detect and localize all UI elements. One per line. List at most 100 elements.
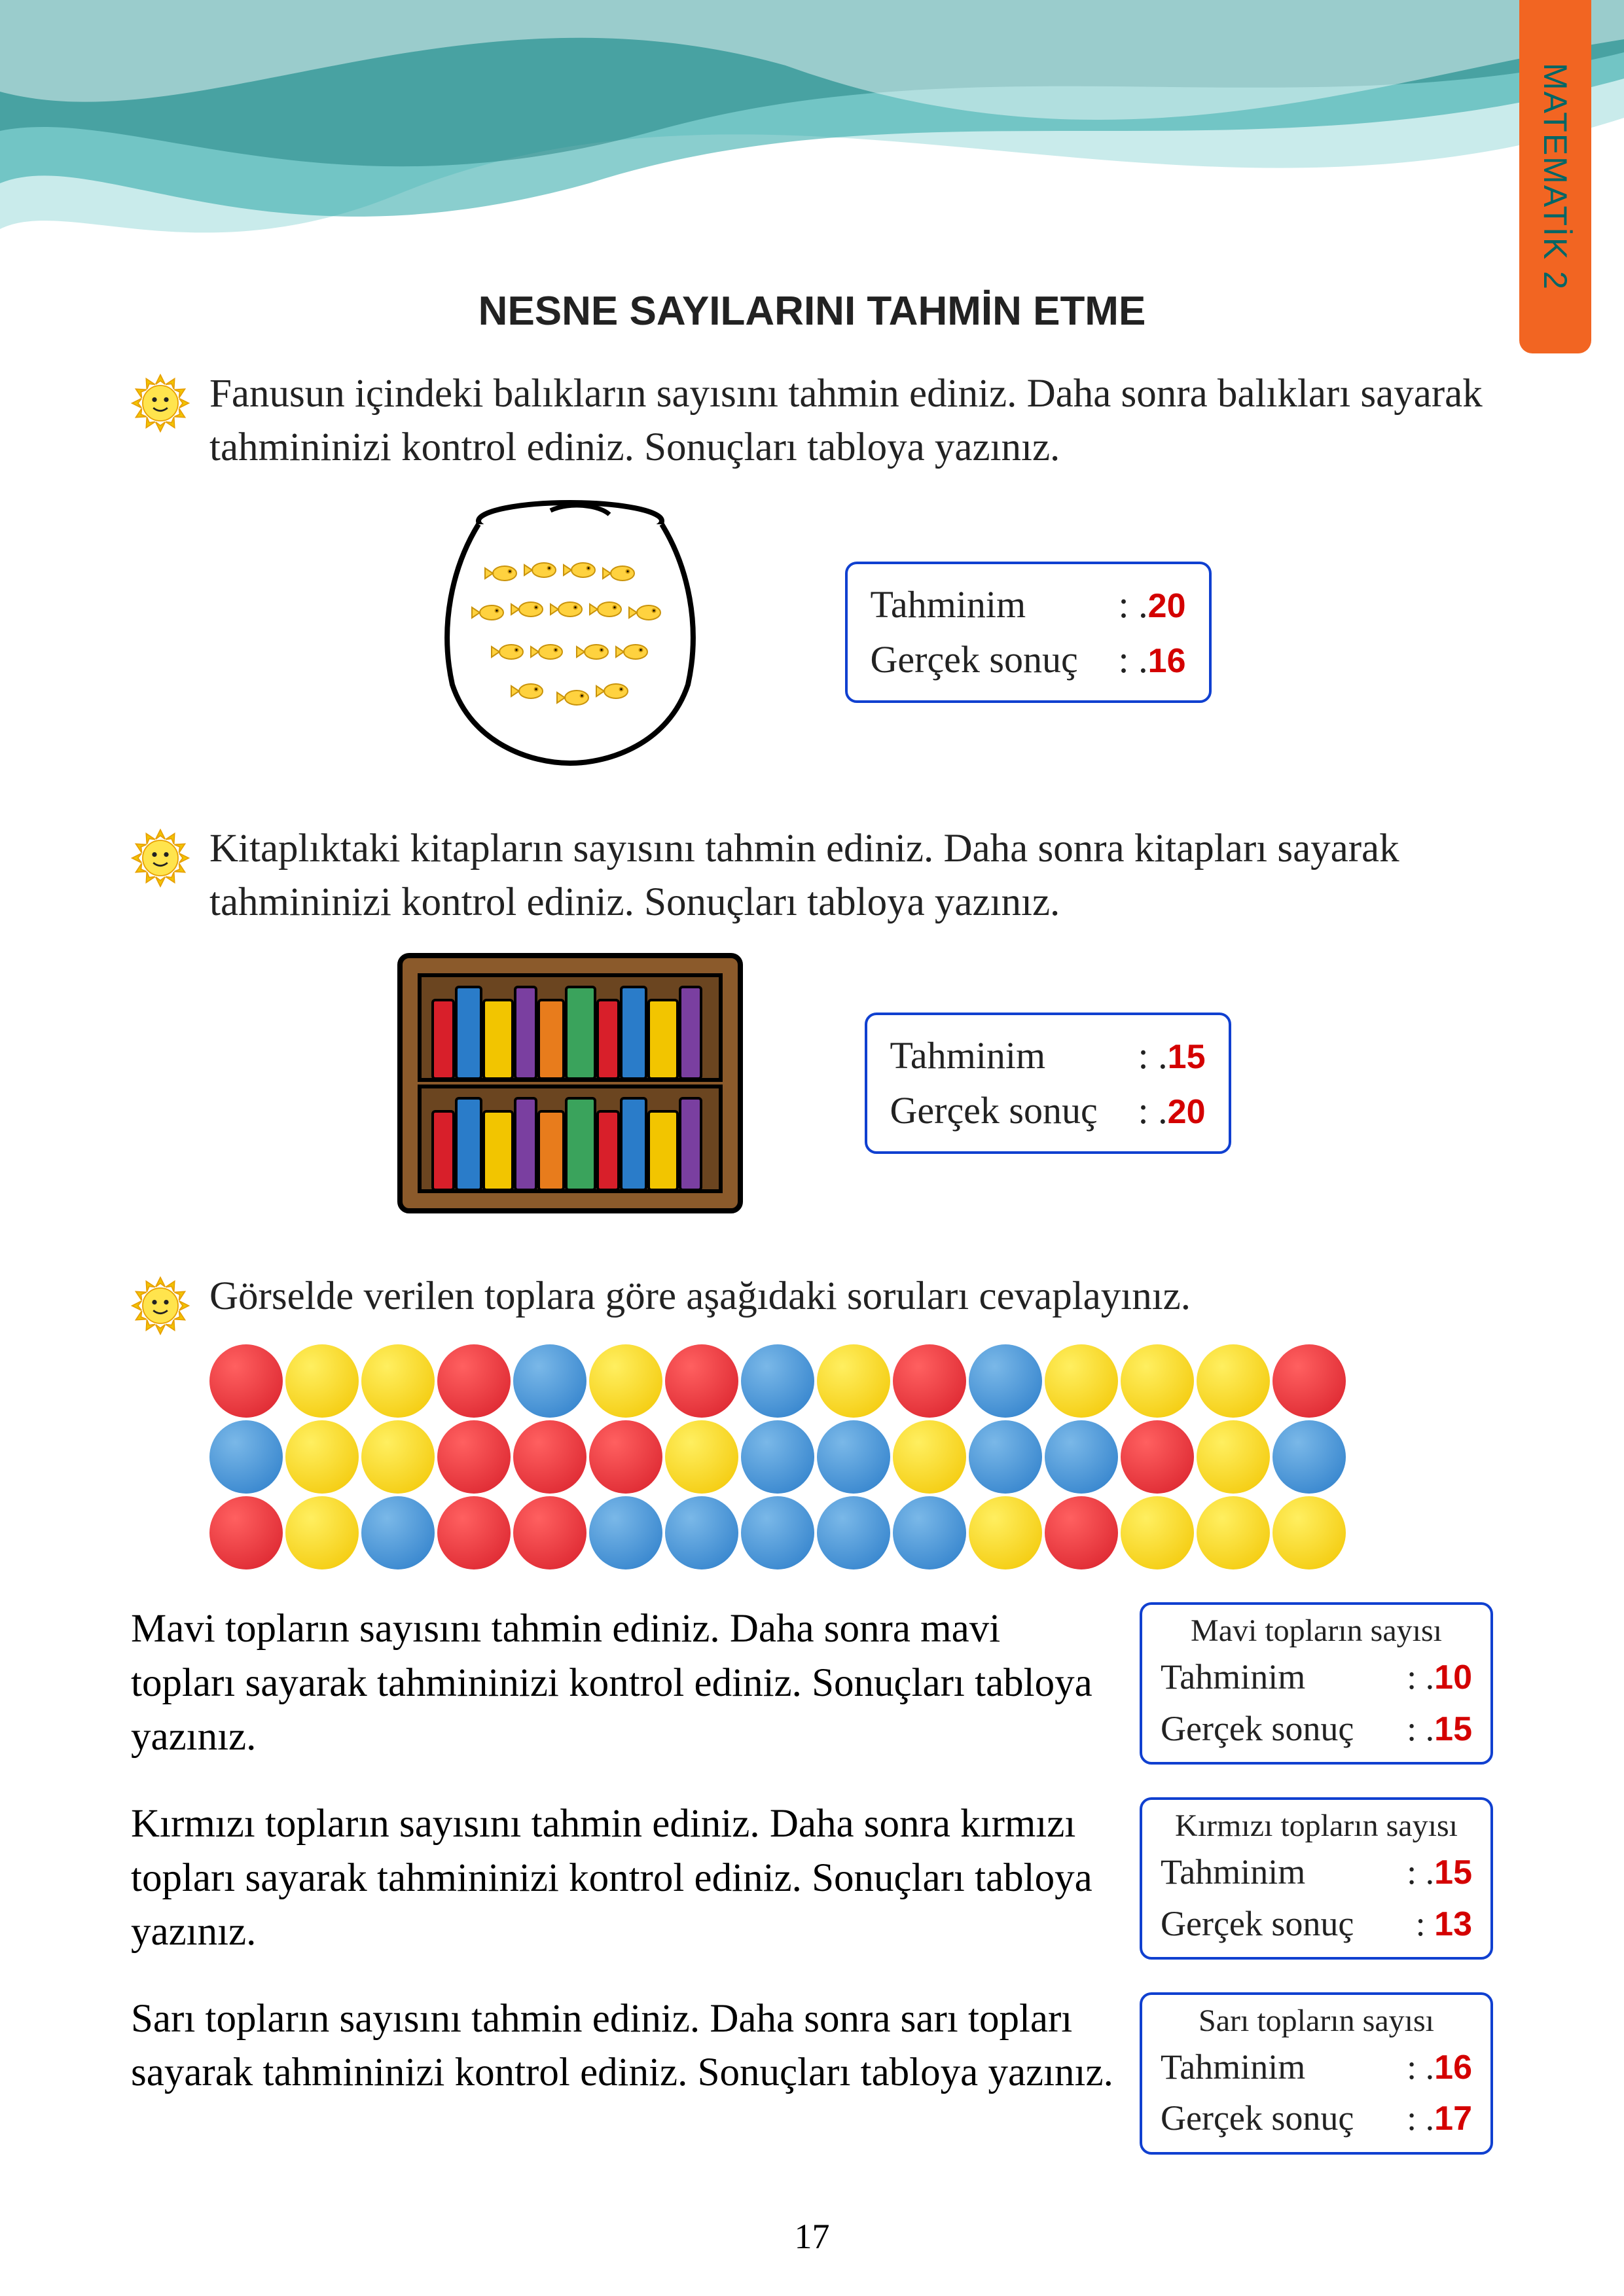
ball-b (1272, 1420, 1346, 1494)
actual-value: 16 (1148, 642, 1186, 680)
balls-row (209, 1420, 1493, 1494)
ball-b (665, 1496, 738, 1570)
ball-y (1272, 1496, 1346, 1570)
ball-b (741, 1344, 814, 1418)
ball-y (361, 1420, 435, 1494)
exercise-2-illustration: Tahminim: .15 Gerçek sonuç: .20 (131, 949, 1493, 1217)
ball-b (741, 1496, 814, 1570)
guess-value: 10 (1434, 1659, 1472, 1696)
header-waves (0, 0, 1624, 327)
ball-b (589, 1496, 662, 1570)
exercise-1-text: Fanusun içindeki balıkların sayısını tah… (209, 367, 1493, 475)
guess-label: Tahminim (871, 577, 1026, 632)
ball-y (1197, 1344, 1270, 1418)
actual-value: 17 (1434, 2100, 1472, 2138)
sun-icon (131, 1276, 190, 1335)
ball-r (589, 1420, 662, 1494)
ball-b (893, 1496, 966, 1570)
ball-y (285, 1420, 359, 1494)
answer-box-blue: Mavi topların sayısı Tahminim: .10 Gerçe… (1140, 1602, 1493, 1765)
question-yellow: Sarı topların sayısını tahmin ediniz. Da… (131, 1992, 1493, 2155)
ball-r (209, 1496, 283, 1570)
subject-tab: MATEMATİK 2 (1519, 0, 1591, 353)
guess-label: Tahminim (1161, 2041, 1305, 2092)
ball-b (361, 1496, 435, 1570)
answer-box-yellow: Sarı topların sayısı Tahminim: .16 Gerçe… (1140, 1992, 1493, 2155)
ball-y (665, 1420, 738, 1494)
page-content: NESNE SAYILARINI TAHMİN ETME (131, 288, 1493, 2187)
guess-value: 20 (1148, 587, 1186, 625)
ball-b (817, 1496, 890, 1570)
sun-icon (131, 374, 190, 433)
ball-y (1121, 1496, 1194, 1570)
ball-r (437, 1496, 511, 1570)
box-title: Kırmızı topların sayısı (1161, 1808, 1472, 1844)
actual-value: 15 (1434, 1710, 1472, 1748)
exercise-1: Fanusun içindeki balıkların sayısını tah… (131, 367, 1493, 475)
exercise-3: Görselde verilen toplara göre aşağıdaki … (131, 1270, 1493, 1335)
ball-y (1197, 1420, 1270, 1494)
ball-y (285, 1496, 359, 1570)
actual-label: Gerçek sonuç (1161, 2092, 1354, 2144)
guess-value: 15 (1434, 1854, 1472, 1892)
ball-y (361, 1344, 435, 1418)
ball-y (1121, 1344, 1194, 1418)
question-yellow-text: Sarı topların sayısını tahmin ediniz. Da… (131, 1992, 1113, 2100)
ball-r (1121, 1420, 1194, 1494)
ball-y (893, 1420, 966, 1494)
ball-r (209, 1344, 283, 1418)
actual-label: Gerçek sonuç (1161, 1898, 1354, 1949)
actual-label: Gerçek sonuç (1161, 1703, 1354, 1754)
ball-y (589, 1344, 662, 1418)
guess-label: Tahminim (1161, 1846, 1305, 1897)
guess-value: 16 (1434, 2049, 1472, 2087)
box-title: Sarı topların sayısı (1161, 2003, 1472, 2039)
bookshelf-icon (393, 949, 747, 1217)
ball-r (665, 1344, 738, 1418)
guess-label: Tahminim (1161, 1651, 1305, 1702)
exercise-1-illustration: Tahminim: .20 Gerçek sonuç: .16 (131, 495, 1493, 770)
ball-y (817, 1344, 890, 1418)
actual-value: 20 (1168, 1093, 1206, 1131)
sun-icon (131, 829, 190, 888)
ball-r (437, 1420, 511, 1494)
question-red-text: Kırmızı topların sayısını tahmin ediniz.… (131, 1797, 1113, 1959)
ball-b (1045, 1420, 1118, 1494)
ball-b (969, 1344, 1042, 1418)
question-blue: Mavi topların sayısını tahmin ediniz. Da… (131, 1602, 1493, 1765)
balls-grid (209, 1344, 1493, 1570)
actual-label: Gerçek sonuç (871, 632, 1078, 687)
ball-r (513, 1420, 586, 1494)
ball-b (741, 1420, 814, 1494)
exercise-2-text: Kitaplıktaki kitapların sayısını tahmin … (209, 822, 1493, 930)
subject-tab-label: MATEMATİK 2 (1536, 63, 1574, 291)
ball-y (1197, 1496, 1270, 1570)
balls-row (209, 1496, 1493, 1570)
actual-label: Gerçek sonuç (890, 1083, 1098, 1138)
actual-value: 13 (1434, 1905, 1472, 1943)
question-red: Kırmızı topların sayısını tahmin ediniz.… (131, 1797, 1493, 1960)
ball-y (285, 1344, 359, 1418)
ball-r (893, 1344, 966, 1418)
ball-b (969, 1420, 1042, 1494)
page-number: 17 (0, 2216, 1624, 2257)
exercise-3-text: Görselde verilen toplara göre aşağıdaki … (209, 1270, 1191, 1335)
balls-row (209, 1344, 1493, 1418)
answer-box-1: Tahminim: .20 Gerçek sonuç: .16 (845, 562, 1212, 703)
fishbowl-icon (413, 495, 727, 770)
exercise-2: Kitaplıktaki kitapların sayısını tahmin … (131, 822, 1493, 930)
ball-r (1045, 1496, 1118, 1570)
ball-r (1272, 1344, 1346, 1418)
ball-b (817, 1420, 890, 1494)
guess-value: 15 (1168, 1038, 1206, 1076)
ball-r (513, 1496, 586, 1570)
ball-y (969, 1496, 1042, 1570)
ball-r (437, 1344, 511, 1418)
page-title: NESNE SAYILARINI TAHMİN ETME (131, 288, 1493, 334)
answer-box-red: Kırmızı topların sayısı Tahminim: .15 Ge… (1140, 1797, 1493, 1960)
ball-b (513, 1344, 586, 1418)
box-title: Mavi topların sayısı (1161, 1613, 1472, 1649)
guess-label: Tahminim (890, 1028, 1046, 1083)
ball-y (1045, 1344, 1118, 1418)
question-blue-text: Mavi topların sayısını tahmin ediniz. Da… (131, 1602, 1113, 1764)
